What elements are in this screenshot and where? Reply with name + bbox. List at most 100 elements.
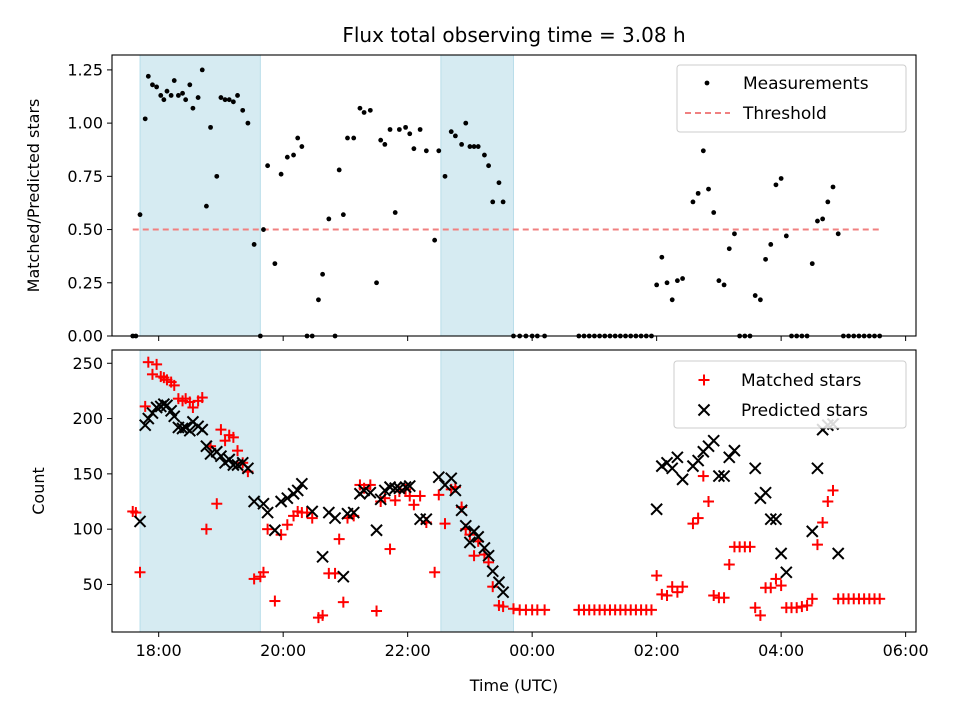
measurement-point — [436, 148, 442, 154]
shaded-interval — [139, 54, 261, 337]
bottom-y-axis-label: Count — [29, 467, 48, 515]
measurement-point — [392, 210, 398, 215]
y-tick-label: 100 — [72, 520, 103, 539]
top-legend-box — [676, 64, 907, 133]
measurement-point — [351, 135, 357, 141]
measurement-point — [732, 231, 737, 237]
matched-star-point — [257, 566, 269, 578]
measurement-point — [669, 297, 675, 303]
measurement-point — [490, 199, 496, 205]
y-tick-label: 200 — [72, 409, 103, 428]
top-panel: 0.00 0.25 0.50 0.75 1.00 1.25 Flux total obse… — [24, 23, 917, 346]
measurement-point — [272, 261, 278, 267]
measurement-point — [768, 242, 774, 247]
chart-title: Flux total observing time = 3.08 h — [342, 23, 685, 47]
legend-measurements-marker — [704, 80, 710, 86]
predicted-star-point — [759, 486, 772, 499]
measurement-point — [815, 218, 820, 224]
matched-star-point — [429, 566, 441, 578]
matched-star-point — [211, 498, 223, 510]
y-tick-label: 150 — [72, 464, 103, 483]
matched-star-point — [811, 539, 823, 551]
top-legend: Measurements Threshold — [676, 64, 907, 133]
matched-star-point — [142, 356, 154, 368]
predicted-star-point — [676, 473, 689, 486]
matched-star-point — [770, 573, 782, 585]
measurement-point — [820, 216, 826, 222]
legend-measurements-label: Measurements — [743, 74, 869, 94]
matched-star-point — [384, 543, 396, 555]
predicted-star-point — [496, 585, 510, 599]
measurement-point — [222, 97, 228, 103]
measurement-point — [475, 144, 481, 149]
measurement-point — [230, 99, 236, 105]
measurement-point — [357, 105, 363, 111]
bottom-axes-frame — [111, 349, 917, 633]
measurement-point — [195, 95, 201, 100]
predicted-star-point — [337, 570, 350, 583]
matched-star-point — [187, 402, 199, 414]
y-tick-label: 250 — [72, 354, 103, 373]
matched-star-point — [333, 533, 345, 545]
predicted-star-point — [420, 512, 433, 526]
matched-star-point — [168, 379, 180, 391]
matched-star-point — [196, 392, 208, 404]
measurement-point — [261, 227, 266, 232]
measurement-point — [218, 95, 224, 100]
predicted-star-point — [811, 462, 824, 475]
predicted-star-point — [764, 512, 777, 526]
predicted-star-point — [712, 469, 726, 483]
bottom-panel: 50 100 150 200 250 18:00 20:00 22:00 00:00 02:00… — [29, 349, 929, 695]
measurement-point — [442, 173, 448, 179]
measurement-point — [382, 142, 388, 147]
matched-star-point — [337, 596, 349, 608]
measurement-point — [809, 261, 815, 267]
predicted-star-point — [769, 512, 783, 526]
y-tick-label: 1.25 — [67, 60, 103, 79]
measurement-point — [411, 146, 417, 152]
predicted-star-point — [347, 506, 360, 519]
measurement-point — [378, 137, 384, 143]
matched-star-point — [281, 519, 293, 531]
predicted-star-point — [486, 564, 499, 578]
measurement-point — [183, 97, 189, 103]
predicted-star-point — [370, 524, 383, 537]
predicted-star-point — [445, 472, 458, 485]
measurement-point — [471, 144, 477, 149]
predicted-star-point — [449, 484, 462, 497]
matched-star-point — [817, 517, 829, 529]
y-tick-label: 0.00 — [67, 327, 103, 346]
measurement-point — [835, 231, 841, 237]
measurement-point — [463, 120, 469, 126]
measurement-point — [374, 280, 379, 286]
measurement-point — [316, 297, 321, 303]
measurement-point — [295, 135, 301, 141]
measurement-point — [161, 97, 167, 103]
measurement-point — [278, 171, 284, 177]
x-axis-label: Time (UTC) — [469, 676, 558, 695]
matched-star-point — [151, 358, 163, 370]
measurement-point — [240, 107, 246, 113]
matched-star-point — [146, 368, 158, 380]
matched-star-point — [262, 523, 274, 535]
measurement-point — [830, 184, 836, 190]
predicted-star-point — [707, 434, 720, 447]
measurement-point — [320, 271, 325, 277]
matched-star-point — [661, 590, 673, 602]
matched-star-point — [539, 604, 551, 616]
matched-star-point — [692, 512, 704, 524]
measurement-point — [235, 93, 240, 98]
measurement-point — [407, 131, 413, 137]
predicted-star-point — [728, 444, 741, 457]
y-tick-label: 1.00 — [67, 114, 103, 133]
measurement-point — [367, 107, 373, 113]
measurement-point — [659, 254, 665, 260]
matched-star-point — [708, 590, 720, 602]
predicted-star-point — [671, 451, 684, 464]
bottom-legend: Matched stars Predicted stars — [673, 360, 907, 429]
measurement-point — [726, 246, 732, 252]
predicted-star-point — [281, 491, 294, 505]
matched-star-point — [364, 479, 376, 491]
measurement-point — [448, 129, 454, 135]
matched-star-point — [775, 580, 787, 592]
